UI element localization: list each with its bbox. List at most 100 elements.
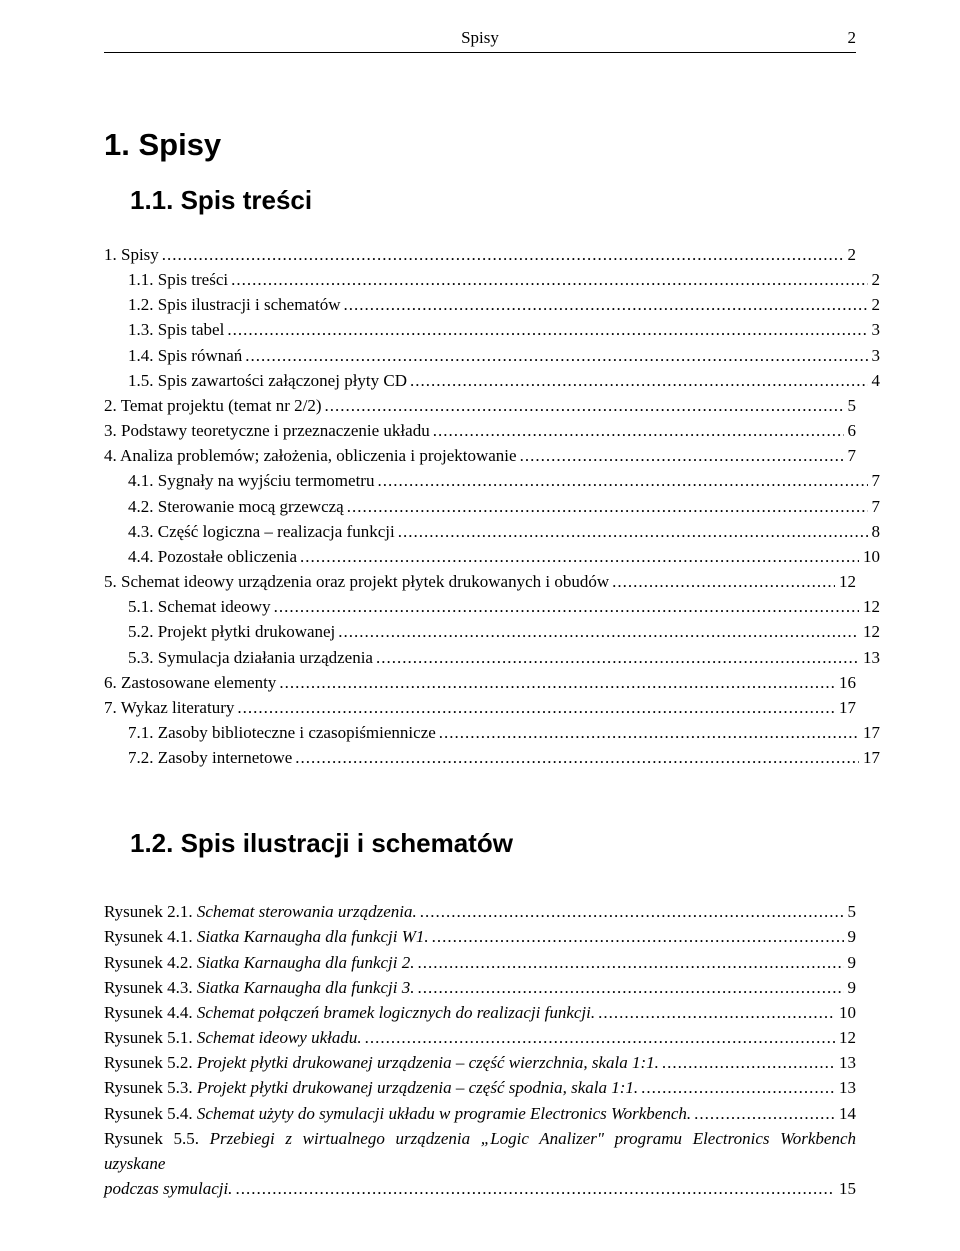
dot-leader: ........................................… bbox=[436, 720, 859, 745]
figure-entry-multiline: Rysunek 5.5. Przebiegi z wirtualnego urz… bbox=[104, 1126, 856, 1201]
toc-entry-label: 5.3. Symulacja działania urządzenia bbox=[128, 645, 373, 670]
dot-leader: ........................................… bbox=[374, 468, 867, 493]
dot-leader: ........................................… bbox=[224, 317, 867, 342]
toc-entry: 4. Analiza problemów; założenia, oblicze… bbox=[104, 443, 856, 468]
dot-leader: ........................................… bbox=[517, 443, 844, 468]
figure-entry-prefix: Rysunek 5.2. bbox=[104, 1053, 197, 1072]
figure-entry-page: 10 bbox=[835, 1000, 856, 1025]
toc-entry-label: 1. Spisy bbox=[104, 242, 159, 267]
figure-entry-prefix: Rysunek 2.1. bbox=[104, 902, 197, 921]
toc-entry-label: 3. Podstawy teoretyczne i przeznaczenie … bbox=[104, 418, 430, 443]
toc-entry-label: 4.1. Sygnały na wyjściu termometru bbox=[128, 468, 374, 493]
toc-entry-label: 5.2. Projekt płytki drukowanej bbox=[128, 619, 335, 644]
dot-leader: ........................................… bbox=[271, 594, 859, 619]
figure-entry-label: Rysunek 4.2. Siatka Karnaugha dla funkcj… bbox=[104, 950, 415, 975]
figure-entry-caption: Schemat połączeń bramek logicznych do re… bbox=[197, 1003, 595, 1022]
figure-entry-line2: podczas symulacji.......................… bbox=[104, 1176, 856, 1201]
figure-entry-caption: Siatka Karnaugha dla funkcji 3. bbox=[197, 978, 415, 997]
toc-entry: 5.3. Symulacja działania urządzenia.....… bbox=[104, 645, 880, 670]
toc-entry-label: 1.5. Spis zawartości załączonej płyty CD bbox=[128, 368, 407, 393]
toc-entry-page: 7 bbox=[868, 494, 881, 519]
figure-entry-prefix: Rysunek 4.2. bbox=[104, 953, 197, 972]
toc-entry-label: 7.1. Zasoby biblioteczne i czasopiśmienn… bbox=[128, 720, 436, 745]
figure-entry-prefix: Rysunek 4.1. bbox=[104, 927, 197, 946]
dot-leader: ........................................… bbox=[232, 1176, 835, 1201]
figure-entry: Rysunek 2.1. Schemat sterowania urządzen… bbox=[104, 899, 856, 924]
dot-leader: ........................................… bbox=[297, 544, 859, 569]
toc-entry-label: 7.2. Zasoby internetowe bbox=[128, 745, 292, 770]
dot-leader: ........................................… bbox=[407, 368, 867, 393]
figure-entry: Rysunek 4.3. Siatka Karnaugha dla funkcj… bbox=[104, 975, 856, 1000]
figure-entry-prefix: Rysunek 5.5. bbox=[104, 1129, 210, 1148]
figure-entry-label: Rysunek 5.4. Schemat użyty do symulacji … bbox=[104, 1101, 691, 1126]
figure-entry: Rysunek 5.3. Projekt płytki drukowanej u… bbox=[104, 1075, 856, 1100]
toc-entry: 3. Podstawy teoretyczne i przeznaczenie … bbox=[104, 418, 856, 443]
toc-entry-label: 5. Schemat ideowy urządzenia oraz projek… bbox=[104, 569, 609, 594]
toc-entry-page: 7 bbox=[868, 468, 881, 493]
toc-entry-page: 2 bbox=[868, 292, 881, 317]
figure-entry-label: Rysunek 4.4. Schemat połączeń bramek log… bbox=[104, 1000, 595, 1025]
toc-entry: 1.1. Spis treści........................… bbox=[104, 267, 880, 292]
dot-leader: ........................................… bbox=[373, 645, 859, 670]
header-rule bbox=[104, 52, 856, 53]
toc-entry-label: 2. Temat projektu (temat nr 2/2) bbox=[104, 393, 322, 418]
dot-leader: ........................................… bbox=[276, 670, 835, 695]
figure-entry-label: Rysunek 4.1. Siatka Karnaugha dla funkcj… bbox=[104, 924, 429, 949]
dot-leader: ........................................… bbox=[415, 975, 844, 1000]
toc-entry-label: 4.4. Pozostałe obliczenia bbox=[128, 544, 297, 569]
toc-entry-page: 8 bbox=[868, 519, 881, 544]
figure-entry-caption: Siatka Karnaugha dla funkcji 2. bbox=[197, 953, 415, 972]
dot-leader: ........................................… bbox=[159, 242, 844, 267]
figure-entry: Rysunek 4.2. Siatka Karnaugha dla funkcj… bbox=[104, 950, 856, 975]
toc-entry-page: 13 bbox=[859, 645, 880, 670]
toc-entry-page: 3 bbox=[868, 343, 881, 368]
table-of-contents: 1. Spisy................................… bbox=[104, 242, 856, 770]
toc-entry: 1.3. Spis tabel.........................… bbox=[104, 317, 880, 342]
dot-leader: ........................................… bbox=[691, 1101, 835, 1126]
figure-entry-caption: Siatka Karnaugha dla funkcji W1. bbox=[197, 927, 429, 946]
running-title: Spisy bbox=[461, 28, 499, 47]
toc-entry: 1.2. Spis ilustracji i schematów........… bbox=[104, 292, 880, 317]
toc-entry: 7.2. Zasoby internetowe.................… bbox=[104, 745, 880, 770]
toc-entry-label: 5.1. Schemat ideowy bbox=[128, 594, 271, 619]
dot-leader: ........................................… bbox=[638, 1075, 835, 1100]
dot-leader: ........................................… bbox=[228, 267, 867, 292]
toc-entry-page: 12 bbox=[859, 594, 880, 619]
figure-entry: Rysunek 5.2. Projekt płytki drukowanej u… bbox=[104, 1050, 856, 1075]
figure-entry-label: Rysunek 2.1. Schemat sterowania urządzen… bbox=[104, 899, 417, 924]
toc-entry: 4.4. Pozostałe obliczenia...............… bbox=[104, 544, 880, 569]
toc-entry: 4.3. Część logiczna – realizacja funkcji… bbox=[104, 519, 880, 544]
figure-entry-caption: Schemat użyty do symulacji układu w prog… bbox=[197, 1104, 691, 1123]
toc-entry-page: 5 bbox=[844, 393, 857, 418]
dot-leader: ........................................… bbox=[429, 924, 844, 949]
dot-leader: ........................................… bbox=[335, 619, 859, 644]
heading-level-2-figures: 1.2. Spis ilustracji i schematów bbox=[130, 828, 856, 859]
figure-entry: Rysunek 4.1. Siatka Karnaugha dla funkcj… bbox=[104, 924, 856, 949]
figure-entry: Rysunek 4.4. Schemat połączeń bramek log… bbox=[104, 1000, 856, 1025]
figure-entry-label: Rysunek 4.3. Siatka Karnaugha dla funkcj… bbox=[104, 975, 415, 1000]
toc-entry: 2. Temat projektu (temat nr 2/2)........… bbox=[104, 393, 856, 418]
toc-entry-label: 4.3. Część logiczna – realizacja funkcji bbox=[128, 519, 395, 544]
figure-entry-prefix: Rysunek 5.4. bbox=[104, 1104, 197, 1123]
toc-entry: 4.2. Sterowanie mocą grzewczą...........… bbox=[104, 494, 880, 519]
figure-entry-prefix: Rysunek 5.1. bbox=[104, 1028, 197, 1047]
figure-entry-caption: Schemat sterowania urządzenia. bbox=[197, 902, 417, 921]
figure-entry-page: 13 bbox=[835, 1075, 856, 1100]
dot-leader: ........................................… bbox=[340, 292, 867, 317]
dot-leader: ........................................… bbox=[344, 494, 868, 519]
heading-level-1: 1. Spisy bbox=[104, 127, 856, 163]
toc-entry-label: 1.3. Spis tabel bbox=[128, 317, 224, 342]
dot-leader: ........................................… bbox=[395, 519, 868, 544]
figure-entry-caption: Schemat ideowy układu. bbox=[197, 1028, 362, 1047]
figure-entry-page: 9 bbox=[844, 950, 857, 975]
figure-entry-prefix: Rysunek 5.3. bbox=[104, 1078, 197, 1097]
toc-entry-page: 4 bbox=[868, 368, 881, 393]
figure-entry-label: Rysunek 5.1. Schemat ideowy układu. bbox=[104, 1025, 362, 1050]
toc-entry: 1.4. Spis równań........................… bbox=[104, 343, 880, 368]
toc-entry: 7. Wykaz literatury.....................… bbox=[104, 695, 856, 720]
toc-entry-label: 1.2. Spis ilustracji i schematów bbox=[128, 292, 340, 317]
figure-entry-page: 9 bbox=[844, 975, 857, 1000]
dot-leader: ........................................… bbox=[659, 1050, 835, 1075]
figure-entry: Rysunek 5.4. Schemat użyty do symulacji … bbox=[104, 1101, 856, 1126]
toc-entry: 1.5. Spis zawartości załączonej płyty CD… bbox=[104, 368, 880, 393]
